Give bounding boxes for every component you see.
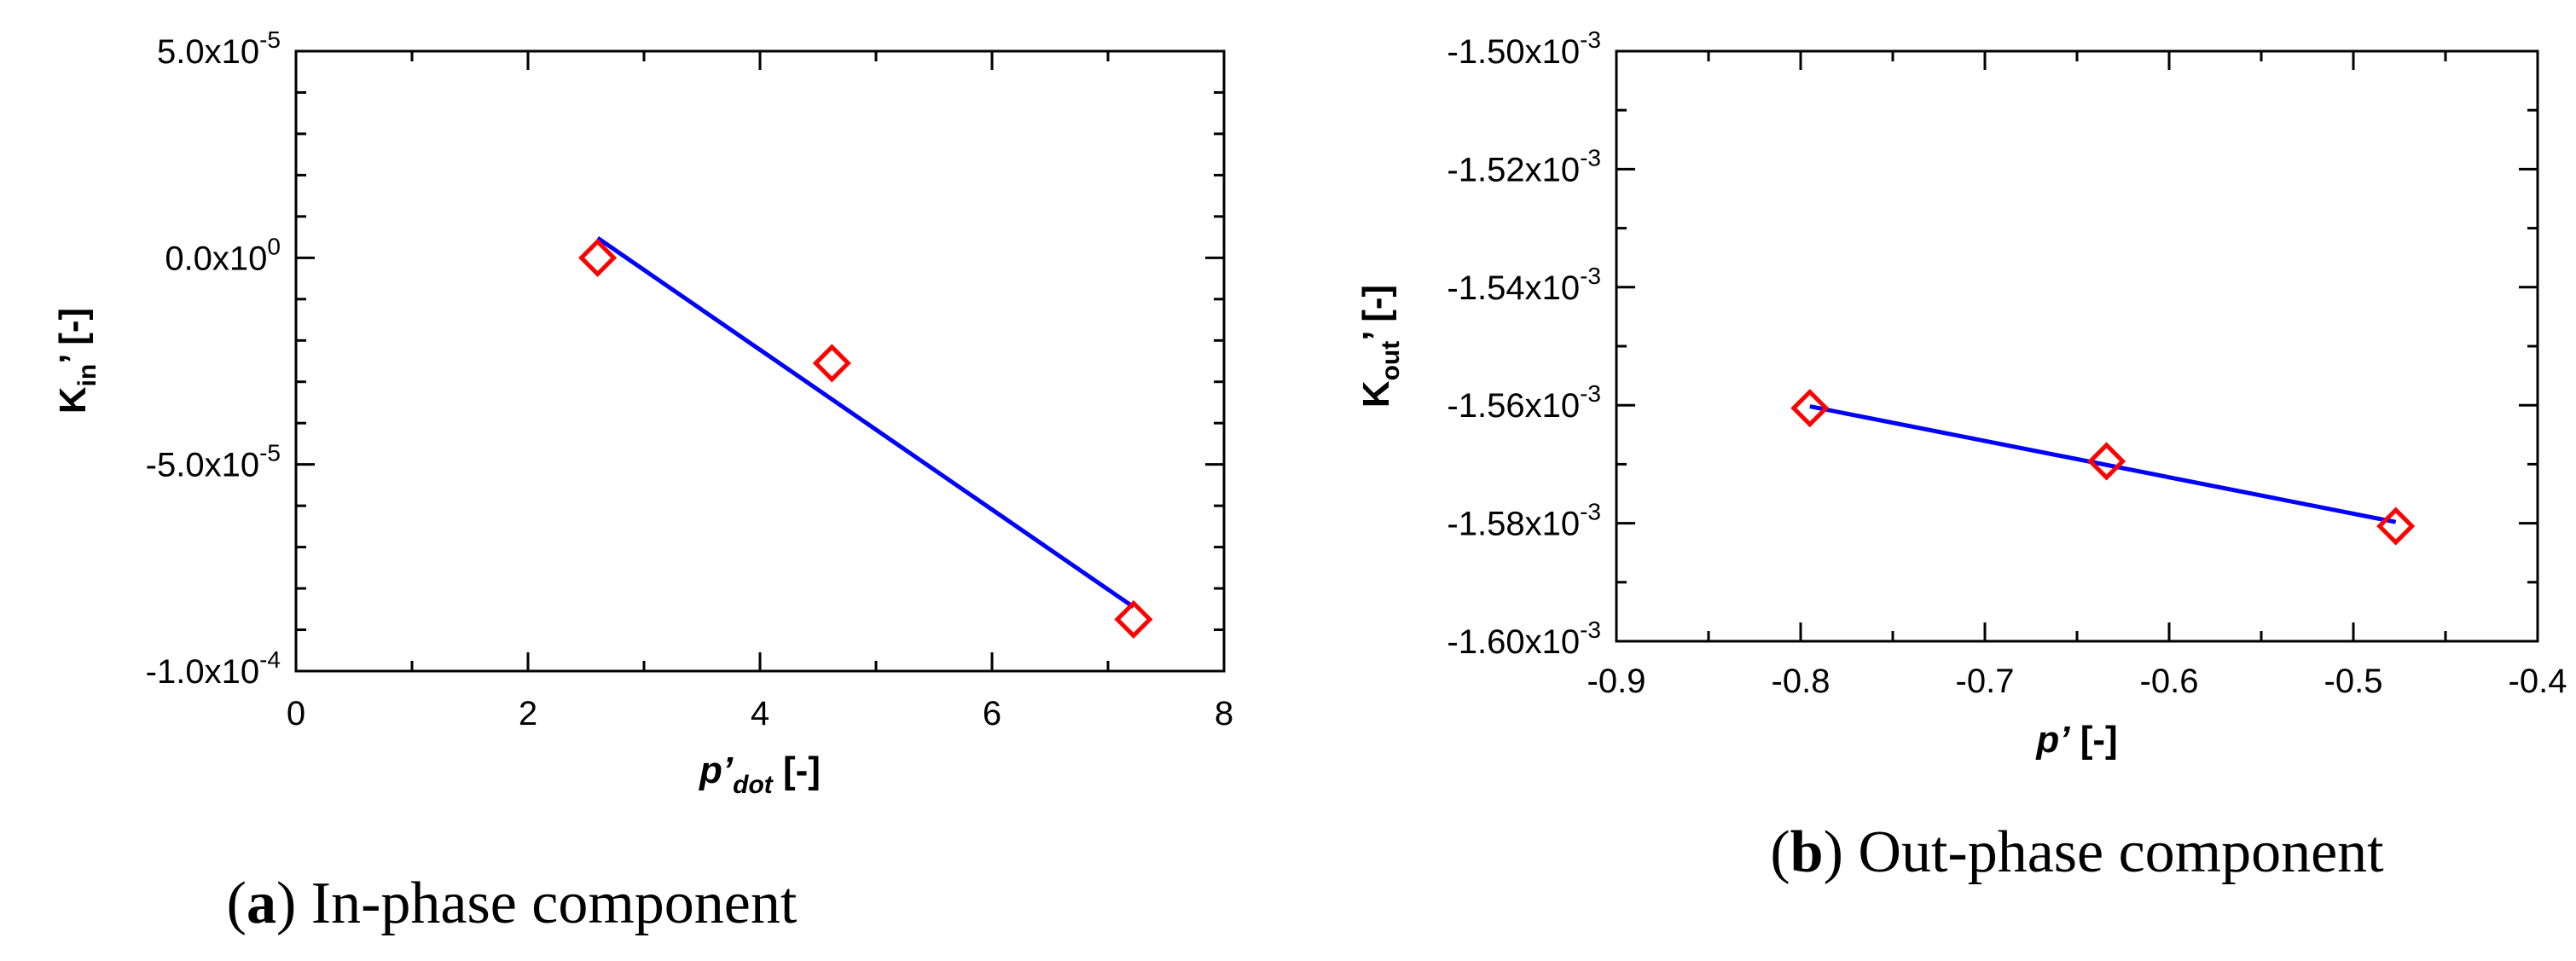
- x-tick-label: -0.4: [2509, 663, 2567, 700]
- y-tick-exponent: -3: [1580, 617, 1601, 643]
- fit-line: [1809, 404, 2397, 524]
- y-tick-label: -5.0x10-5: [146, 440, 281, 484]
- x-tick-label: 0: [287, 695, 305, 732]
- caption-text: In-phase component: [296, 871, 798, 936]
- y-tick-label: -1.0x10-4: [146, 646, 281, 691]
- y-tick-mantissa: -1.0x10: [146, 653, 259, 691]
- y-tick-mantissa: -1.50x10: [1447, 33, 1580, 71]
- caption-paren-close: ): [1824, 819, 1843, 885]
- x-tick-label: -0.8: [1772, 663, 1830, 700]
- y-axis-title: Kin’ [-]: [52, 308, 102, 414]
- x-axis-title-sub: dot: [733, 771, 775, 799]
- y-axis-title-main: K: [1355, 380, 1397, 408]
- y-tick-exponent: -3: [1580, 499, 1601, 525]
- y-tick-label: 0.0x100: [165, 233, 281, 277]
- x-tick-label: 4: [751, 695, 769, 732]
- x-axis-title: p’ [-]: [2035, 719, 2117, 761]
- x-tick-label: 8: [1215, 695, 1233, 732]
- y-tick-label: -1.58x10-3: [1447, 499, 1601, 543]
- y-axis-title-prime: ’: [52, 356, 94, 364]
- data-point: [812, 344, 851, 383]
- y-tick-exponent: -3: [1580, 380, 1601, 407]
- y-tick-label: 5.0x10-5: [157, 26, 281, 71]
- plot-frame: [1615, 49, 2539, 643]
- y-tick-exponent: -3: [1580, 144, 1601, 171]
- y-tick-label: -1.52x10-3: [1447, 144, 1601, 188]
- caption-paren-close: ): [276, 871, 296, 936]
- y-tick-mantissa: 0.0x10: [165, 240, 267, 277]
- y-axis-title-main: K: [52, 386, 94, 414]
- y-axis-title-prime: ’: [1355, 333, 1397, 341]
- x-axis-title-unit: [-]: [2069, 719, 2117, 761]
- y-tick-exponent: -5: [259, 26, 281, 53]
- y-tick-exponent: -3: [1580, 26, 1601, 53]
- y-tick-exponent: 0: [267, 233, 281, 259]
- y-tick-exponent: -3: [1580, 263, 1601, 289]
- chart-panel-a: 0 2 4 6 85.0x10-50.0x100-5.0x10-5-1.0x10-4p’…: [52, 26, 1233, 936]
- y-tick-mantissa: -1.60x10: [1447, 623, 1580, 661]
- y-axis-title-sub: out: [1377, 341, 1405, 381]
- y-tick-mantissa: -1.54x10: [1447, 269, 1580, 307]
- y-tick-mantissa: -1.58x10: [1447, 506, 1580, 543]
- y-axis-title-sub: in: [73, 364, 102, 387]
- caption-letter: b: [1790, 819, 1824, 885]
- y-axis-title-unit: [-]: [52, 308, 94, 356]
- x-axis-title: p’dot [-]: [699, 750, 821, 799]
- chart-panel-b: -0.9 -0.8 -0.7 -0.6 -0.5 -0.4-1.50x10-3-1.52x…: [1355, 26, 2567, 885]
- x-axis-title-main: p: [699, 750, 722, 791]
- y-tick-exponent: -5: [259, 440, 281, 466]
- caption-letter: a: [247, 871, 276, 936]
- figure-caption: (b) Out-phase component: [1770, 819, 2384, 885]
- x-tick-label: -0.6: [2140, 663, 2199, 700]
- y-tick-label: -1.54x10-3: [1447, 263, 1601, 307]
- y-tick-label: -1.50x10-3: [1447, 26, 1601, 71]
- caption-text: Out-phase component: [1843, 819, 2384, 885]
- caption-paren-open: (: [227, 871, 247, 936]
- x-tick-label: -0.9: [1587, 663, 1646, 700]
- data-point: [1790, 389, 1830, 428]
- caption-paren-open: (: [1770, 819, 1790, 885]
- fit-line: [596, 236, 1135, 609]
- data-point: [1114, 599, 1153, 639]
- x-axis-title-prime: ’: [2059, 719, 2070, 761]
- y-tick-label: -1.56x10-3: [1447, 380, 1601, 425]
- y-axis-title: Kout’ [-]: [1355, 285, 1405, 408]
- y-tick-mantissa: -5.0x10: [146, 447, 259, 484]
- data-point: [2087, 442, 2126, 481]
- x-axis-title-main: p: [2035, 719, 2059, 761]
- x-axis-title-prime: ’: [722, 750, 734, 791]
- y-tick-exponent: -4: [259, 646, 281, 673]
- x-tick-label: -0.7: [1956, 663, 2015, 700]
- y-tick-mantissa: 5.0x10: [157, 33, 259, 71]
- x-axis-title-unit: [-]: [773, 750, 821, 791]
- x-tick-label: -0.5: [2324, 663, 2383, 700]
- x-tick-label: 2: [519, 695, 537, 732]
- y-axis-title-unit: [-]: [1355, 285, 1397, 333]
- figure-caption: (a) In-phase component: [227, 871, 798, 936]
- data-point: [2376, 507, 2416, 546]
- y-tick-mantissa: -1.56x10: [1447, 387, 1580, 425]
- data-point: [578, 238, 618, 277]
- y-tick-mantissa: -1.52x10: [1447, 151, 1580, 188]
- y-tick-label: -1.60x10-3: [1447, 617, 1601, 661]
- plot-frame: [294, 49, 1226, 673]
- x-tick-label: 6: [983, 695, 1001, 732]
